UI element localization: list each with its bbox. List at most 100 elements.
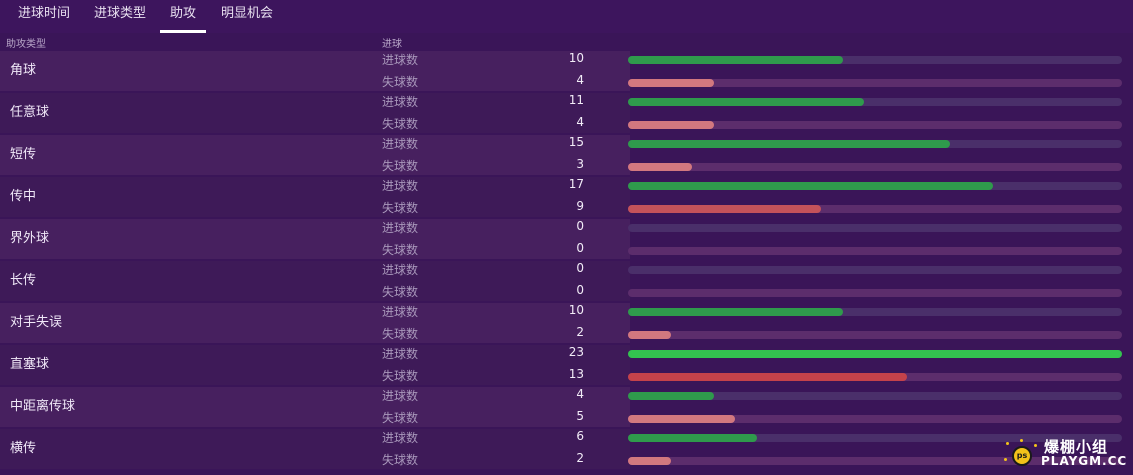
conceded-bar-track: [628, 289, 1122, 297]
scored-value: 17: [568, 177, 584, 191]
watermark-badge: ps: [1012, 446, 1032, 466]
conceded-bar-track: [628, 205, 1122, 213]
scored-label: 进球数: [382, 137, 419, 151]
tab-goal-type[interactable]: 进球类型: [94, 6, 147, 21]
conceded-label: 失球数: [382, 453, 419, 467]
scored-bar-track: [628, 224, 1122, 232]
scored-value: 10: [568, 51, 584, 65]
table-row: 界外球 进球数失球数 0 0: [0, 218, 1133, 260]
conceded-bar: [628, 331, 671, 339]
row-background: [0, 345, 630, 385]
conceded-label: 失球数: [382, 369, 419, 383]
scored-value: 6: [576, 429, 584, 443]
scored-label: 进球数: [382, 221, 419, 235]
row-background: [0, 429, 630, 469]
conceded-bar-track: [628, 331, 1122, 339]
row-background: [0, 177, 630, 217]
scored-bar: [628, 308, 843, 316]
row-background: [0, 219, 630, 259]
scored-bar: [628, 392, 714, 400]
scored-label: 进球数: [382, 431, 419, 445]
row-background: [0, 51, 630, 91]
row-background: [0, 303, 630, 343]
scored-label: 进球数: [382, 179, 419, 193]
table-row: 直塞球 进球数 失球数 23 13: [0, 344, 1133, 386]
tab-clear-chances[interactable]: 明显机会: [221, 6, 274, 21]
conceded-bar-track: [628, 373, 1122, 381]
table-row: 中距离传球 进球数 失球数 4 5: [0, 386, 1133, 428]
scored-value: 0: [576, 219, 584, 233]
scored-bar: [628, 98, 865, 106]
conceded-value: 13: [568, 367, 584, 381]
tab-bar: 进球时间 进球类型 助攻 明显机会: [0, 0, 1133, 33]
row-background: [0, 261, 630, 301]
assist-type-label: 角球: [10, 63, 37, 78]
scored-value: 11: [568, 93, 584, 107]
scored-value: 0: [576, 261, 584, 275]
conceded-bar: [628, 457, 671, 465]
assist-type-label: 短传: [10, 147, 37, 162]
watermark-logo: ps 爆棚小组 PLAYGM.CC: [1000, 432, 1133, 475]
conceded-bar: [628, 205, 822, 213]
scored-bar-track: [628, 350, 1122, 358]
tab-goal-time[interactable]: 进球时间: [18, 6, 71, 21]
conceded-label: 失球数: [382, 285, 419, 299]
scored-bar: [628, 350, 1122, 358]
conceded-label: 失球数: [382, 243, 419, 257]
row-background: [0, 387, 630, 427]
scored-label: 进球数: [382, 53, 419, 67]
table-row: 任意球 进球数 失球数 11 4: [0, 92, 1133, 134]
conceded-bar: [628, 79, 714, 87]
conceded-value: 0: [576, 283, 584, 297]
scored-label: 进球数: [382, 389, 419, 403]
scored-bar: [628, 140, 951, 148]
scored-label: 进球数: [382, 305, 419, 319]
scored-bar-track: [628, 308, 1122, 316]
table-row: 角球 进球数失球数 10 4: [0, 50, 1133, 92]
scored-bar-track: [628, 266, 1122, 274]
assist-type-label: 任意球: [10, 105, 50, 120]
conceded-value: 2: [576, 451, 584, 465]
conceded-bar-track: [628, 121, 1122, 129]
scored-label: 进球数: [382, 347, 419, 361]
conceded-bar-track: [628, 163, 1122, 171]
tab-assists[interactable]: 助攻: [159, 0, 207, 33]
table-row: 对手失误 进球数 失球数 10 2: [0, 302, 1133, 344]
assist-type-label: 中距离传球: [10, 399, 76, 414]
conceded-bar: [628, 415, 736, 423]
conceded-bar-track: [628, 79, 1122, 87]
scored-label: 进球数: [382, 263, 419, 277]
conceded-value: 0: [576, 241, 584, 255]
conceded-label: 失球数: [382, 201, 419, 215]
table-row: 短传 进球数失球数 15 3: [0, 134, 1133, 176]
conceded-bar-track: [628, 415, 1122, 423]
conceded-bar-track: [628, 247, 1122, 255]
conceded-value: 3: [576, 157, 584, 171]
scored-bar-track: [628, 56, 1122, 64]
watermark-title: 爆棚小组: [1044, 438, 1109, 456]
row-background: [0, 93, 630, 133]
scored-value: 15: [568, 135, 584, 149]
conceded-bar: [628, 373, 908, 381]
conceded-bar: [628, 121, 714, 129]
conceded-bar-track: [628, 457, 1122, 465]
assist-type-label: 长传: [10, 273, 37, 288]
assist-type-label: 界外球: [10, 231, 50, 246]
conceded-value: 9: [576, 199, 584, 213]
row-background: [0, 135, 630, 175]
conceded-label: 失球数: [382, 159, 419, 173]
conceded-value: 4: [576, 73, 584, 87]
conceded-label: 失球数: [382, 327, 419, 341]
conceded-value: 5: [576, 409, 584, 423]
scored-bar-track: [628, 434, 1122, 442]
scored-bar-track: [628, 98, 1122, 106]
assist-type-label: 传中: [10, 189, 37, 204]
column-header-assist-type: 助攻类型: [6, 39, 46, 50]
conceded-bar: [628, 163, 693, 171]
column-header-goals: 进球: [382, 39, 402, 50]
scored-bar: [628, 182, 994, 190]
conceded-label: 失球数: [382, 75, 419, 89]
table-row: 长传 进球数失球数 0 0: [0, 260, 1133, 302]
scored-value: 23: [568, 345, 584, 359]
scored-bar: [628, 434, 757, 442]
